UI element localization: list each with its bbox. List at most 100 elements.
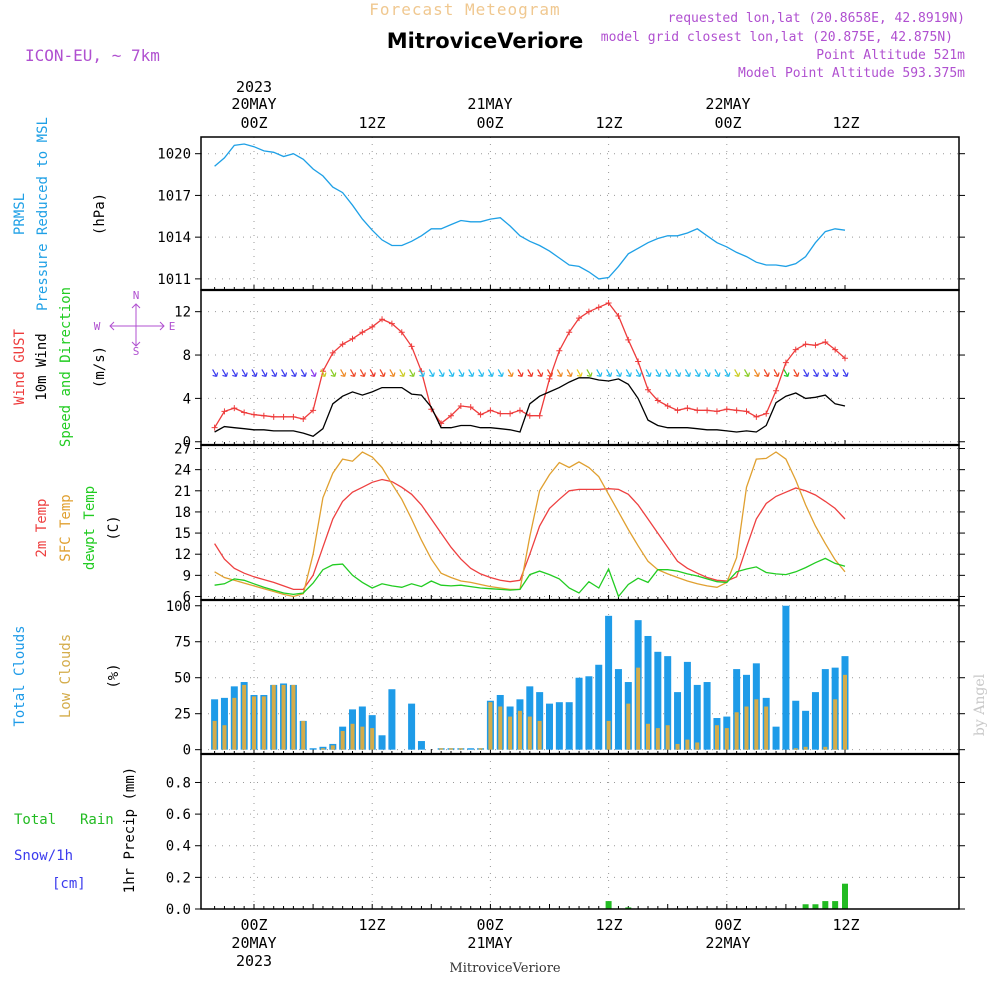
wind-10m-label: 10m Wind	[34, 333, 50, 400]
bar-total	[821, 669, 829, 750]
footer-station: MitroviceVeriore	[449, 961, 561, 976]
top-tick-label: 00Z	[240, 114, 267, 132]
gust-marker	[310, 407, 317, 414]
wind-arrow-icon	[694, 369, 701, 378]
bar-total	[605, 901, 612, 909]
bar-low	[360, 726, 365, 750]
wind-arrow-icon	[546, 369, 554, 378]
top-time-axis: 2023 20MAY 21MAY 22MAY 00Z 12Z 00Z 12Z 0…	[231, 78, 859, 132]
wind-arrow-icon	[743, 369, 751, 378]
watermark: by Angel	[972, 673, 988, 736]
bar-total	[664, 656, 672, 750]
y-tick-label: 27	[174, 442, 191, 458]
wind-arrow-icon	[566, 369, 573, 378]
gust-marker	[664, 402, 671, 409]
compass-rose-icon	[109, 303, 165, 347]
gust-marker	[398, 329, 405, 336]
wind-arrow-icon	[753, 369, 760, 378]
gust-marker	[812, 342, 819, 349]
bar-low	[439, 748, 444, 750]
compass-w: W	[94, 320, 101, 333]
bar-low	[261, 696, 266, 750]
bar-total	[408, 703, 416, 750]
top-tick-label: 12Z	[832, 114, 859, 132]
panel-1: 0 4 8 12	[174, 289, 965, 451]
panel-2: 6 9 12 15 18 21 24 27	[174, 442, 965, 605]
bar-total	[772, 726, 780, 750]
clouds-labels: Total Clouds Low Clouds (%)	[12, 625, 122, 726]
temp-unit: (C)	[106, 515, 122, 540]
precip-cm-label: [cm]	[52, 876, 86, 892]
bottom-tick-label: 00Z	[714, 916, 741, 934]
wind-arrow-icon	[241, 369, 248, 378]
bar-total	[585, 676, 593, 750]
bar-total	[674, 692, 682, 750]
bottom-tick-label: 12Z	[358, 916, 385, 934]
wind-arrow-icon	[645, 369, 652, 378]
series-line	[214, 377, 846, 438]
gust-marker	[231, 405, 238, 412]
gust-marker	[477, 411, 484, 418]
wind-arrow-icon	[665, 369, 672, 378]
bar-low	[478, 748, 483, 750]
bar-low	[340, 730, 345, 750]
bar-low	[764, 706, 769, 750]
bar-low	[449, 748, 453, 750]
y-tick-label: 18	[174, 505, 191, 521]
bar-low	[793, 748, 798, 750]
bottom-time-axis: 00Z 12Z 00Z 12Z 00Z 12Z 20MAY 21MAY 22MA…	[231, 916, 859, 970]
wind-arrow-icon	[714, 369, 721, 378]
y-tick-label: 1020	[157, 147, 191, 163]
gust-marker	[723, 406, 730, 413]
model-point-altitude: Model Point Altitude 593.375m	[738, 66, 965, 81]
bar-low	[754, 699, 759, 750]
bar-total	[614, 669, 622, 750]
gust-marker	[605, 300, 612, 307]
panel-0: 1011 1014 1017 1020	[157, 136, 965, 291]
bottom-date-label: 21MAY	[467, 934, 512, 952]
y-tick-label: 24	[174, 463, 191, 479]
bar-total	[546, 703, 553, 750]
bar-total	[812, 904, 819, 909]
y-tick-label: 25	[174, 707, 191, 723]
top-date-label: 21MAY	[467, 95, 512, 113]
bar-total	[644, 635, 652, 750]
precip-total-label: Total	[14, 812, 56, 828]
panel-background	[201, 445, 959, 600]
bar-low	[242, 684, 247, 750]
gust-marker	[211, 424, 218, 431]
y-tick-label: 0.8	[166, 775, 191, 791]
bar-total	[319, 746, 327, 750]
top-tick-label: 12Z	[358, 114, 385, 132]
gust-marker	[625, 336, 632, 343]
gust-marker	[773, 387, 780, 394]
plot-layer: 1011101410171020048126912151821242702550…	[157, 136, 965, 918]
wind-arrow-icon	[428, 369, 435, 378]
bottom-date-label: 22MAY	[705, 934, 750, 952]
wind-arrow-icon	[537, 369, 544, 378]
gust-marker	[576, 315, 583, 322]
bar-total	[703, 682, 711, 750]
wind-gust-label: Wind GUST	[12, 329, 28, 405]
station-title: MitroviceVeriore	[387, 29, 583, 53]
wind-arrow-icon	[290, 369, 297, 378]
bar-total	[565, 702, 573, 750]
gust-marker	[339, 341, 346, 348]
gust-marker	[457, 402, 464, 409]
gust-marker	[645, 386, 651, 393]
gust-marker	[408, 343, 415, 350]
gust-marker	[635, 358, 642, 365]
gust-marker	[448, 412, 454, 419]
wind-arrow-icon	[330, 369, 337, 378]
precip-snow-label: Snow/1h	[14, 848, 73, 864]
y-tick-label: 15	[174, 526, 191, 542]
wind-arrow-icon	[606, 369, 613, 378]
bar-total	[654, 651, 662, 750]
wind-arrow-icon	[803, 369, 810, 378]
wind-arrow-icon	[724, 369, 731, 378]
temp-labels: 2m Temp SFC Temp dewpt Temp (C)	[34, 486, 122, 570]
wind-arrow-icon	[379, 369, 386, 378]
bar-low	[350, 723, 355, 750]
wind-arrow-icon	[487, 369, 494, 378]
y-tick-label: 75	[174, 635, 191, 651]
